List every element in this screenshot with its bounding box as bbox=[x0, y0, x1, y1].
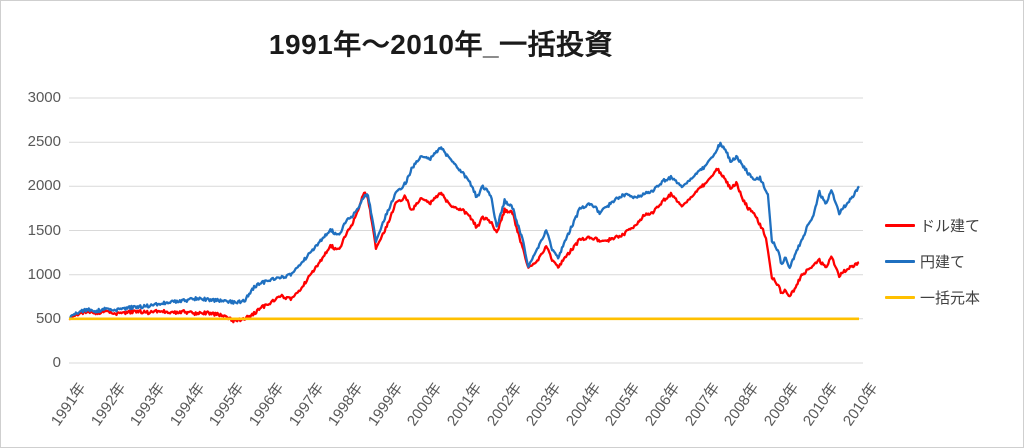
legend-item-yen: 円建て bbox=[885, 251, 980, 272]
series-line-dollar bbox=[68, 167, 860, 324]
y-axis-tick-label: 0 bbox=[52, 354, 61, 371]
y-axis-tick-label: 1500 bbox=[27, 222, 61, 239]
series-line-yen bbox=[68, 141, 860, 321]
y-axis-tick-label: 3000 bbox=[27, 89, 61, 106]
legend-line-swatch-icon bbox=[885, 260, 915, 263]
legend-label: ドル建て bbox=[920, 218, 981, 235]
legend-item-dollar: ドル建て bbox=[885, 215, 980, 236]
chart-title: 1991年～2010年_一括投資 bbox=[268, 29, 614, 60]
y-axis-tick-label: 2000 bbox=[27, 177, 61, 194]
y-axis-tick-label: 2500 bbox=[27, 133, 61, 150]
legend-item-principal: 一括元本 bbox=[885, 287, 980, 308]
legend-label: 一括元本 bbox=[920, 290, 981, 307]
legend-line-swatch-icon bbox=[885, 224, 915, 227]
legend: ドル建て円建て一括元本 bbox=[885, 215, 980, 308]
legend-line-swatch-icon bbox=[885, 296, 915, 299]
y-axis-tick-label: 1000 bbox=[27, 266, 61, 283]
legend-label: 円建て bbox=[920, 254, 966, 271]
y-axis-tick-label: 500 bbox=[35, 310, 61, 327]
